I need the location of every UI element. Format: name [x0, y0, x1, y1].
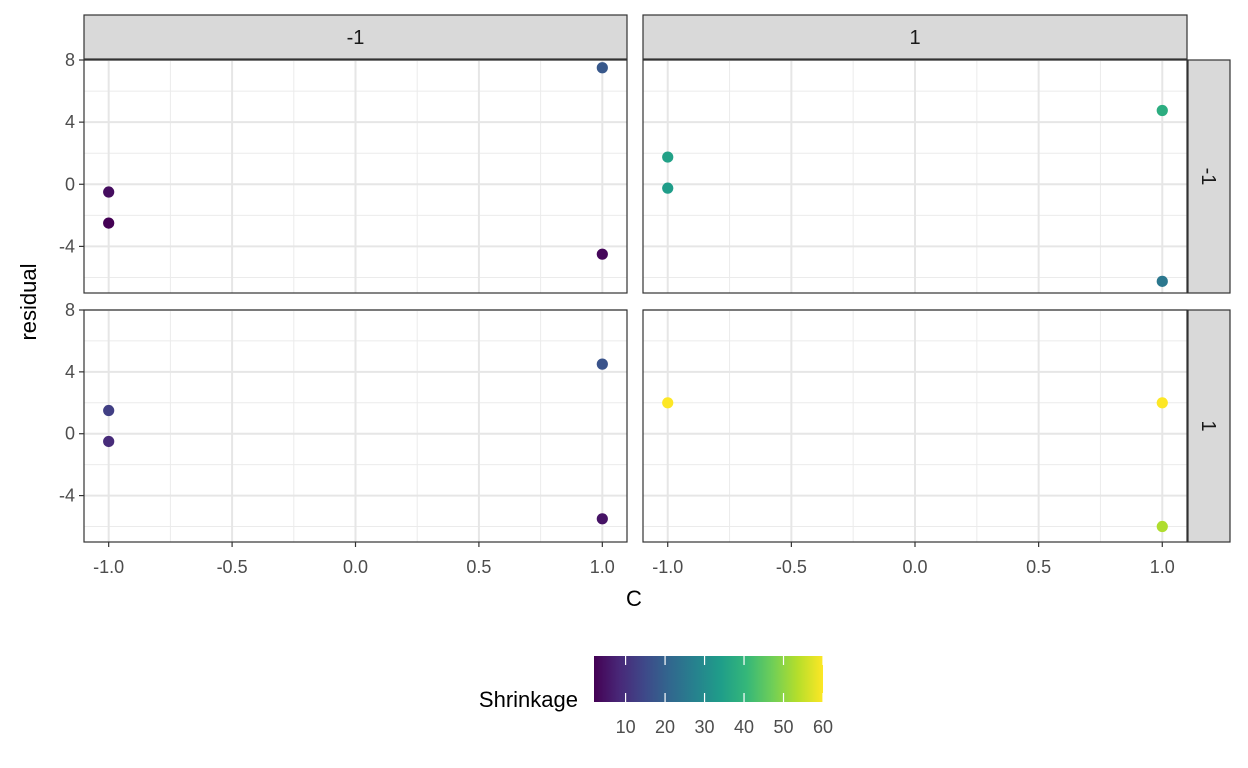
y-tick-label: 0	[65, 424, 75, 444]
x-tick-label: -0.5	[217, 557, 248, 577]
data-point	[103, 217, 115, 229]
data-point	[1156, 520, 1168, 533]
data-point	[1156, 275, 1168, 287]
colorbar-tick-label: 10	[616, 717, 636, 737]
data-point	[596, 248, 608, 260]
x-tick-label: 1.0	[1150, 557, 1175, 577]
x-tick-label: 0.0	[343, 557, 368, 577]
x-tick-label: 0.5	[466, 557, 491, 577]
data-point	[103, 186, 115, 198]
y-tick-label: -4	[59, 236, 75, 256]
data-point	[1156, 104, 1168, 117]
x-tick-label: 0.0	[902, 557, 927, 577]
data-point	[596, 513, 608, 525]
y-axis-title: residual	[16, 263, 41, 340]
panel-border	[83, 59, 628, 294]
data-point	[662, 397, 674, 409]
colorbar-tick-label: 20	[655, 717, 675, 737]
row-strip-label: -1	[1197, 168, 1219, 186]
y-tick-label: 0	[65, 174, 75, 194]
y-tick-label: 4	[65, 112, 75, 132]
axes: -4 0 4 8 -4 0 4 8 -1.0 -0.5 0.0 0.5 1.0 -1.0 -0.5 0.0 0.…	[59, 50, 1175, 577]
data-point	[662, 151, 674, 163]
col-strip	[83, 14, 628, 60]
colorbar-tick-label: 60	[813, 717, 833, 737]
y-tick-label: 8	[65, 50, 75, 70]
panel-border	[642, 59, 1188, 294]
data-point	[596, 358, 608, 370]
facet-strips: -1 1 -1 1	[83, 14, 1231, 543]
panel-r1-c1	[83, 59, 628, 294]
x-tick-label: 1.0	[590, 557, 615, 577]
data-point	[1156, 397, 1168, 409]
x-axis-title: C	[626, 586, 642, 611]
colorbar-tick-label: 30	[695, 717, 715, 737]
colorbar	[594, 656, 823, 702]
panels-layer	[83, 59, 1188, 543]
x-tick-label: -1.0	[93, 557, 124, 577]
data-point	[103, 435, 115, 448]
y-tick-label: -4	[59, 486, 75, 506]
y-tick-label: 4	[65, 362, 75, 382]
data-point	[596, 62, 608, 74]
col-strip	[642, 14, 1188, 60]
colorbar-legend: Shrinkage 10 20 30 40 50 60	[479, 656, 833, 737]
row-strip-label: 1	[1197, 420, 1219, 431]
panel-r1-c2	[642, 59, 1188, 294]
panel-r2-c2	[642, 309, 1188, 543]
x-tick-label: -0.5	[776, 557, 807, 577]
col-strip-label: 1	[909, 27, 920, 49]
col-strip-label: -1	[347, 27, 365, 49]
y-tick-label: 8	[65, 300, 75, 320]
data-point	[662, 182, 674, 194]
legend-title: Shrinkage	[479, 687, 578, 712]
data-point	[103, 404, 115, 417]
panel-r2-c1	[83, 309, 628, 543]
colorbar-tick-label: 40	[734, 717, 754, 737]
row-strip	[1187, 59, 1231, 294]
x-tick-label: 0.5	[1026, 557, 1051, 577]
x-tick-label: -1.0	[652, 557, 683, 577]
colorbar-tick-label: 50	[774, 717, 794, 737]
row-strip	[1187, 309, 1231, 543]
